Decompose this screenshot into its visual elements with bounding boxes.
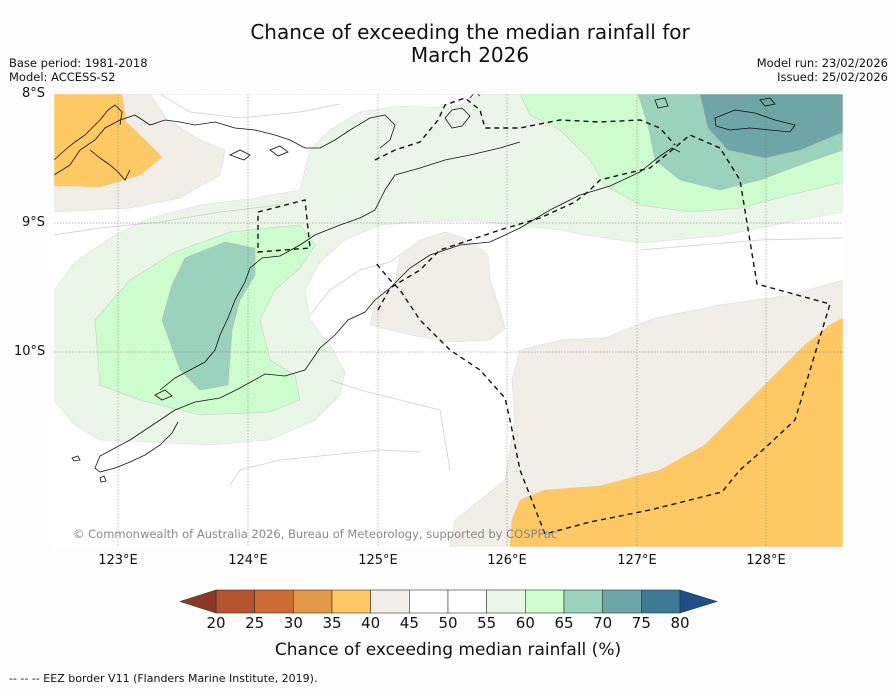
model-run-date: Model run: 23/02/2026 bbox=[756, 56, 888, 70]
colorbar-tick-label: 50 bbox=[438, 614, 458, 632]
colorbar-segment bbox=[254, 589, 294, 614]
colorbar-segment bbox=[641, 589, 681, 614]
map-title-line2: March 2026 bbox=[410, 43, 530, 67]
contour-35-40-southeast bbox=[509, 317, 843, 547]
issued-date: Issued: 25/02/2026 bbox=[777, 70, 888, 84]
model-name: Model: ACCESS-S2 bbox=[9, 70, 116, 84]
copyright-note: © Commonwealth of Australia 2026, Bureau… bbox=[73, 527, 558, 541]
colorbar-tick-label: 60 bbox=[515, 614, 535, 632]
lon-label-123e: 123°E bbox=[98, 553, 138, 568]
lon-label-127e: 127°E bbox=[617, 553, 657, 568]
colorbar-over-arrow bbox=[679, 589, 719, 614]
colorbar-tick-label: 65 bbox=[554, 614, 574, 632]
lat-label-8s: 8°S bbox=[22, 86, 46, 101]
lat-label-10s: 10°S bbox=[14, 344, 46, 359]
colorbar-tick-label: 80 bbox=[670, 614, 690, 632]
colorbar-segment bbox=[563, 589, 603, 614]
colorbar-tick-label: 20 bbox=[206, 614, 226, 632]
colorbar-tick-label: 75 bbox=[631, 614, 651, 632]
colorbar-tick-label: 55 bbox=[477, 614, 497, 632]
colorbar-segment bbox=[409, 589, 449, 614]
colorbar-segment bbox=[215, 589, 255, 614]
lon-label-124e: 124°E bbox=[228, 553, 268, 568]
base-period: Base period: 1981-2018 bbox=[9, 56, 148, 70]
colorbar-segment bbox=[486, 589, 526, 614]
colorbar bbox=[179, 589, 719, 614]
colorbar-tick-label: 30 bbox=[283, 614, 303, 632]
colorbar-segment bbox=[331, 589, 371, 614]
contour-35-40-northwest bbox=[54, 94, 163, 188]
colorbar-tick-label: 35 bbox=[322, 614, 342, 632]
colorbar-segment bbox=[370, 589, 410, 614]
map-title-line1: Chance of exceeding the median rainfall … bbox=[250, 20, 690, 44]
colorbar-under-arrow bbox=[179, 589, 217, 614]
lon-label-125e: 125°E bbox=[358, 553, 398, 568]
colorbar-segment bbox=[525, 589, 565, 614]
contour-65-70-west bbox=[161, 241, 256, 391]
lon-label-126e: 126°E bbox=[487, 553, 527, 568]
eez-border bbox=[257, 97, 831, 535]
colorbar-segment bbox=[293, 589, 333, 614]
colorbar-segment bbox=[447, 589, 487, 614]
colorbar-tick-label: 70 bbox=[593, 614, 613, 632]
colorbar-tick-label: 40 bbox=[361, 614, 381, 632]
lon-label-128e: 128°E bbox=[746, 553, 786, 568]
eez-legend: -- -- -- EEZ border V11 (Flanders Marine… bbox=[9, 672, 318, 685]
colorbar-segment bbox=[602, 589, 642, 614]
colorbar-tick-label: 25 bbox=[245, 614, 265, 632]
contour-40-45-central bbox=[369, 231, 506, 343]
colorbar-label: Chance of exceeding median rainfall (%) bbox=[274, 640, 622, 660]
colorbar-tick-label: 45 bbox=[399, 614, 419, 632]
lat-label-9s: 9°S bbox=[22, 215, 46, 230]
coastline bbox=[54, 94, 796, 483]
